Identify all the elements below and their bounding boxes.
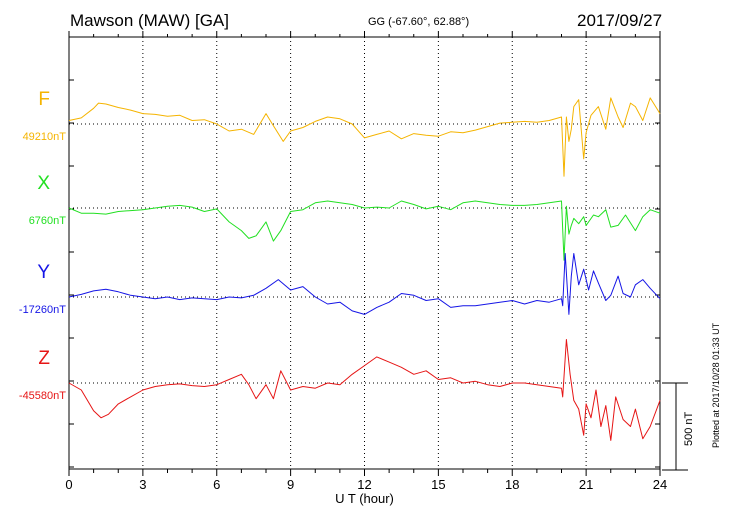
x-tick-label: 18 bbox=[505, 477, 519, 492]
series-line-f bbox=[68, 97, 661, 177]
series-line-x bbox=[68, 200, 661, 261]
x-tick-label: 6 bbox=[213, 477, 220, 492]
x-tick-label: 9 bbox=[287, 477, 294, 492]
series-line-y bbox=[68, 253, 661, 315]
x-tick-label: 15 bbox=[431, 477, 445, 492]
x-tick-label: 12 bbox=[357, 477, 371, 492]
geographic-coords: GG (-67.60°, 62.88°) bbox=[368, 16, 470, 28]
baseline-value-z: -45580nT bbox=[18, 390, 66, 402]
series-line-z bbox=[68, 339, 661, 441]
baseline-value-f: 49210nT bbox=[22, 131, 66, 143]
component-label-y: Y bbox=[37, 262, 50, 283]
x-tick-label: 21 bbox=[579, 477, 593, 492]
station-title: Mawson (MAW) [GA] bbox=[70, 11, 229, 30]
component-label-x: X bbox=[37, 173, 50, 194]
chart-date: 2017/09/27 bbox=[577, 11, 663, 30]
x-tick-label: 3 bbox=[139, 477, 146, 492]
component-label-z: Z bbox=[38, 348, 50, 369]
x-tick-label: 0 bbox=[65, 477, 72, 492]
baseline-value-y: -17260nT bbox=[18, 304, 66, 316]
component-label-f: F bbox=[38, 89, 50, 110]
x-tick-label: 24 bbox=[653, 477, 667, 492]
baseline-value-x: 6760nT bbox=[28, 215, 66, 227]
x-axis-label: U T (hour) bbox=[335, 491, 394, 506]
